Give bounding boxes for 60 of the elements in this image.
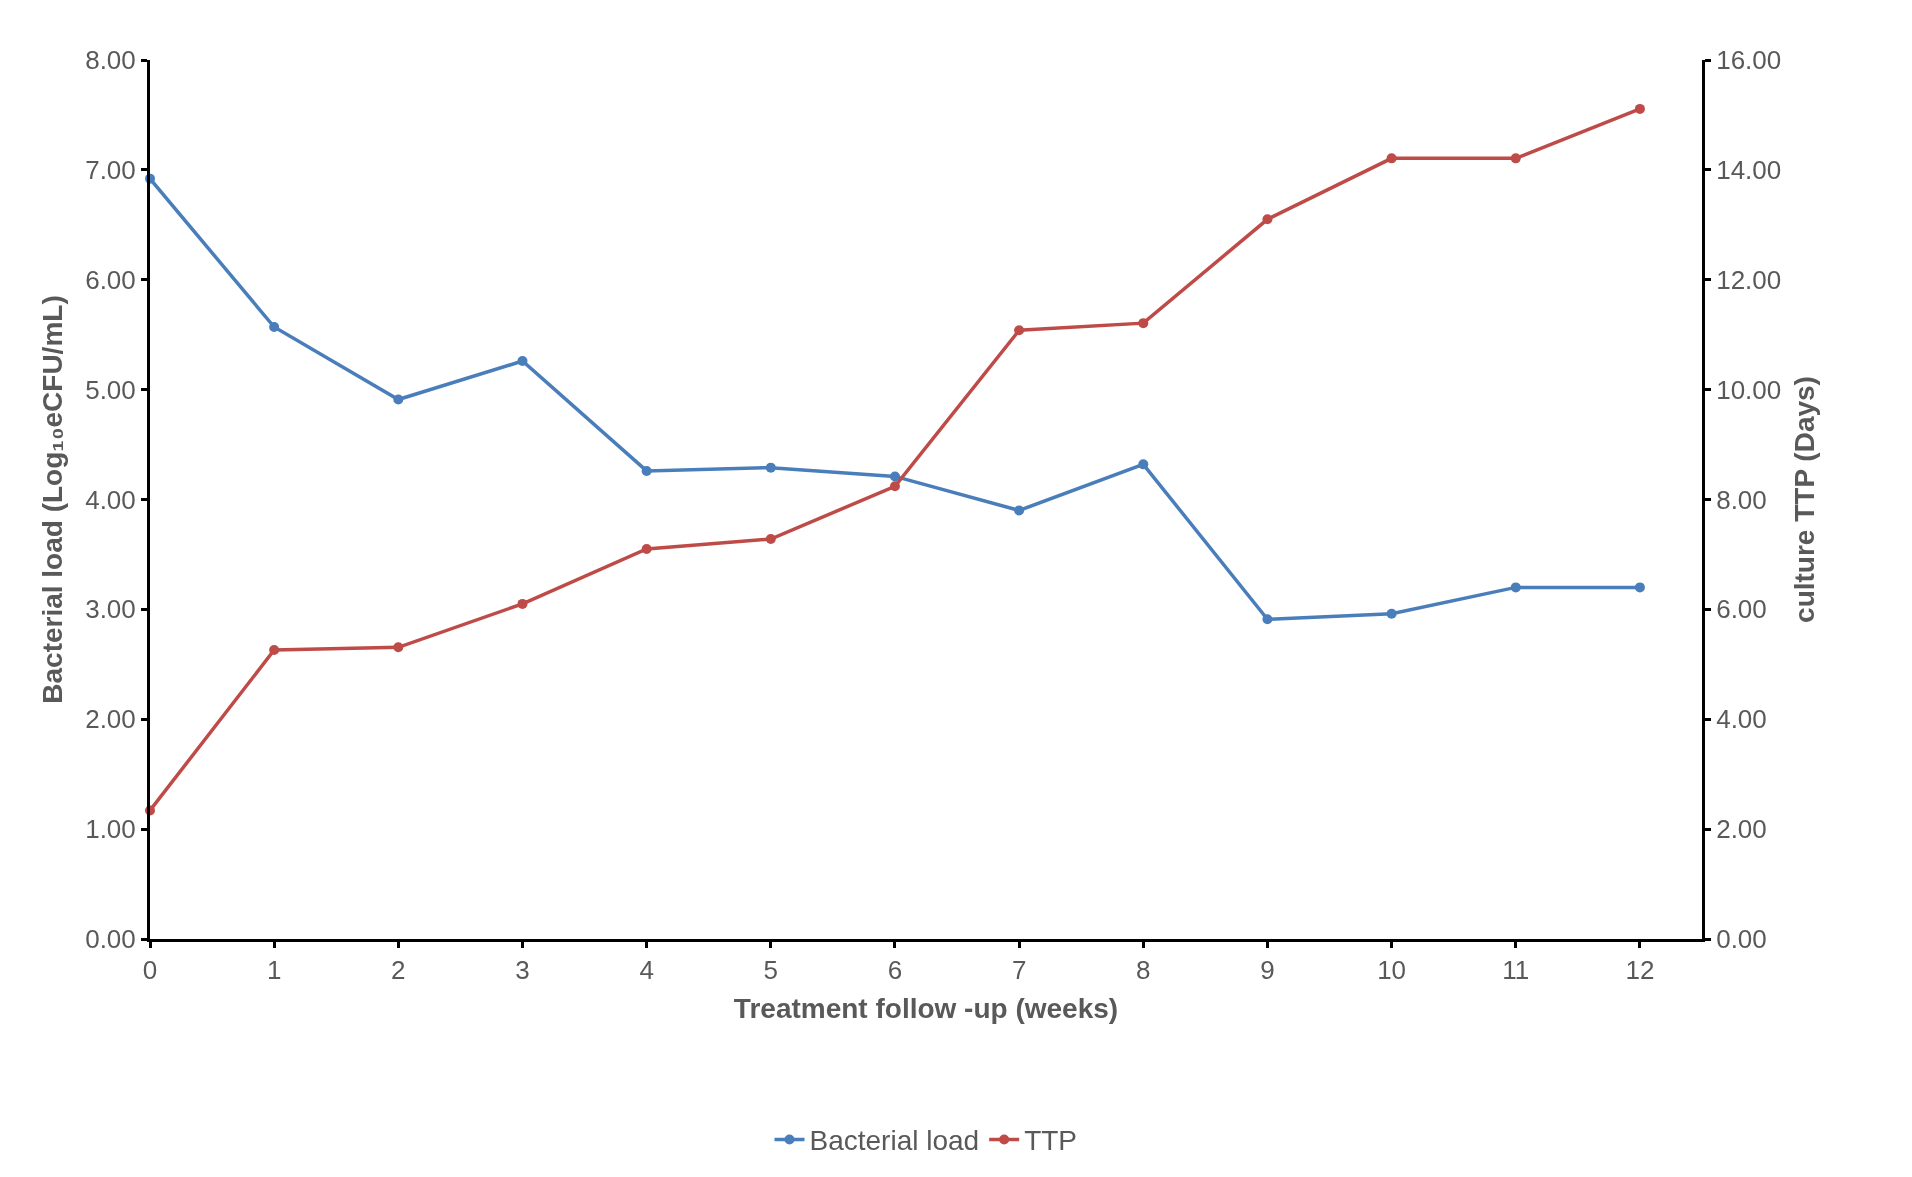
x-axis-title: Treatment follow -up (weeks): [733, 993, 1119, 1025]
y2-tick-label: 4.00: [1716, 704, 1767, 735]
point: [1386, 153, 1397, 164]
point: [1014, 325, 1025, 336]
x-tick-label: 6: [887, 955, 903, 986]
point: [517, 356, 528, 367]
x-tick-label: 0: [142, 955, 158, 986]
x-tick-label: 2: [391, 955, 406, 986]
y2-tick-label: 2.00: [1716, 814, 1767, 845]
y2-tick-label: 10.00: [1716, 374, 1782, 405]
point: [889, 481, 900, 492]
point: [889, 471, 900, 482]
point: [393, 642, 404, 653]
y-tick-label: 0.00: [85, 924, 136, 955]
point: [1634, 103, 1645, 114]
x-tick-label: 1: [266, 955, 282, 986]
point: [1138, 318, 1149, 329]
x-tick-label: 4: [639, 955, 654, 986]
point: [1014, 505, 1025, 516]
legend-label: Bacterial load: [809, 1125, 980, 1157]
x-tick-label: 10: [1377, 955, 1407, 986]
x-tick-label: 3: [515, 955, 530, 986]
point: [1634, 582, 1645, 593]
point: [517, 598, 528, 609]
point: [1510, 582, 1521, 593]
y-tick-label: 6.00: [85, 264, 136, 295]
point: [765, 462, 776, 473]
y-axis-title: Bacterial load (Log₁₀eCFU/mL): [36, 295, 68, 704]
point: [1138, 459, 1149, 470]
x-tick-label: 11: [1502, 955, 1530, 986]
point: [1386, 608, 1397, 619]
y2-tick-label: 8.00: [1716, 484, 1767, 515]
y2-tick-label: 6.00: [1716, 594, 1767, 625]
point: [1510, 153, 1521, 164]
point: [1262, 614, 1273, 625]
point: [269, 645, 280, 656]
point: [393, 394, 404, 405]
x-tick-label: 8: [1136, 955, 1151, 986]
legend-label: TTP: [1024, 1125, 1078, 1157]
point: [641, 543, 652, 554]
y2-tick-label: 16.00: [1716, 45, 1782, 76]
y-tick-label: 3.00: [85, 594, 136, 625]
x-tick-label: 9: [1260, 955, 1275, 986]
y-tick-label: 8.00: [85, 45, 136, 76]
x-tick-label: 7: [1011, 955, 1027, 986]
y2-axis-title: culture TTP (Days): [1789, 376, 1821, 623]
y2-tick-label: 14.00: [1716, 154, 1782, 185]
y-tick-label: 1.00: [85, 814, 136, 845]
point: [269, 322, 280, 332]
y2-tick-label: 0.00: [1716, 924, 1767, 955]
point: [641, 465, 652, 476]
y-tick-label: 2.00: [85, 704, 136, 735]
point: [1262, 214, 1273, 225]
x-tick-label: 5: [763, 955, 779, 986]
y-tick-label: 7.00: [85, 154, 136, 185]
x-tick-label: 12: [1625, 955, 1655, 986]
point: [765, 534, 776, 545]
y2-tick-label: 12.00: [1716, 264, 1782, 295]
y-tick-label: 4.00: [85, 484, 136, 515]
y-tick-label: 5.00: [85, 374, 136, 405]
